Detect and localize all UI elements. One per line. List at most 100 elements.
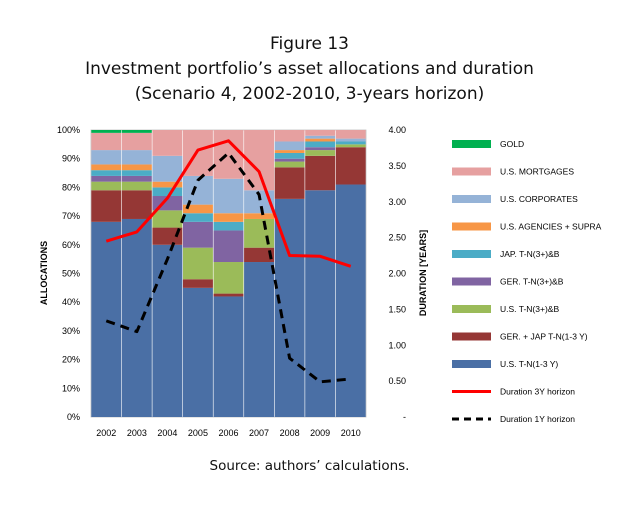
bar-jap-t-n-3-b-2002 (91, 170, 122, 176)
bar-u-s-corporates-2002 (91, 150, 122, 165)
legend-swatch-u-s-t-n-1-3-y (452, 360, 491, 368)
bar-u-s-mortgages-2008 (274, 130, 305, 142)
bar-u-s-mortgages-2006 (213, 130, 244, 179)
x-tick-label: 2007 (249, 428, 269, 438)
bar-ger-jap-t-n-1-3-y-2003 (121, 190, 152, 219)
bar-jap-t-n-3-b-2004 (152, 187, 183, 197)
bar-u-s-t-n-3-b-2005 (182, 247, 213, 280)
y-tick-label: 40% (62, 297, 80, 307)
bar-u-s-t-n-1-3-y-2010 (335, 184, 366, 417)
line-duration-3y-horizon (105, 139, 352, 268)
x-tick-label: 2009 (310, 428, 330, 438)
bar-u-s-t-n-3-b-2008 (274, 161, 305, 168)
legend-swatch-gold (452, 140, 491, 148)
legend-label-u-s-mortgages: U.S. MORTGAGES (500, 167, 574, 177)
y-tick-label: 90% (62, 154, 80, 164)
bar-jap-t-n-3-b-2008 (274, 152, 305, 159)
y-tick-label: 80% (62, 182, 80, 192)
bar-ger-t-n-3-b-2006 (213, 230, 244, 263)
bar-gold-2002 (91, 130, 122, 133)
y-tick-label: 20% (62, 355, 80, 365)
y-tick-label: 70% (62, 211, 80, 221)
y2-tick-label: 4.00 (388, 125, 406, 135)
chart-subtitle: (Scenario 4, 2002-2010, 3-years horizon) (134, 84, 485, 104)
bar-u-s-mortgages-2003 (121, 132, 152, 151)
bar-jap-t-n-3-b-2010 (335, 141, 366, 145)
y2-tick-label: 2.50 (388, 233, 406, 243)
bar-jap-t-n-3-b-2006 (213, 221, 244, 231)
x-tick-label: 2002 (96, 428, 116, 438)
y2-axis-label: DURATION [YEARS] (418, 230, 428, 316)
y-axis-label: ALLOCATIONS (39, 241, 49, 305)
bar-u-s-agencies-supra-2009 (305, 138, 336, 142)
bar-ger-jap-t-n-1-3-y-2006 (213, 293, 244, 297)
bar-u-s-t-n-3-b-2006 (213, 262, 244, 294)
legend-label-ger-t-n-3-b: GER. T-N(3+)&B (500, 277, 564, 287)
bar-ger-t-n-3-b-2003 (121, 175, 152, 182)
bar-u-s-t-n-3-b-2003 (121, 181, 152, 191)
bar-jap-t-n-3-b-2009 (305, 141, 336, 148)
bar-u-s-agencies-supra-2008 (274, 150, 305, 153)
bar-ger-t-n-3-b-2002 (91, 175, 122, 182)
bar-u-s-mortgages-2009 (305, 130, 336, 136)
y-tick-label: 0% (67, 412, 80, 422)
bar-u-s-agencies-supra-2004 (152, 181, 183, 188)
y2-tick-label: - (403, 412, 406, 422)
x-tick-label: 2006 (218, 428, 238, 438)
legend-label-gold: GOLD (500, 139, 524, 149)
legend-label-u-s-corporates: U.S. CORPORATES (500, 194, 578, 204)
bar-u-s-mortgages-2004 (152, 130, 183, 156)
bar-u-s-mortgages-2002 (91, 132, 122, 151)
bar-u-s-agencies-supra-2007 (244, 213, 275, 219)
bar-u-s-t-n-3-b-2002 (91, 181, 122, 191)
bar-u-s-agencies-supra-2003 (121, 164, 152, 171)
y2-tick-label: 3.00 (388, 197, 406, 207)
bar-ger-jap-t-n-1-3-y-2008 (274, 167, 305, 199)
bar-ger-jap-t-n-1-3-y-2009 (305, 155, 336, 191)
y2-tick-label: 1.50 (388, 304, 406, 314)
y2-tick-label: 0.50 (388, 376, 406, 386)
bar-jap-t-n-3-b-2005 (182, 213, 213, 222)
x-tick-label: 2004 (157, 428, 177, 438)
y-tick-label: 50% (62, 269, 80, 279)
legend-label-u-s-t-n-1-3-y: U.S. T-N(1-3 Y) (500, 359, 558, 369)
bar-u-s-t-n-1-3-y-2007 (244, 262, 275, 417)
bar-u-s-t-n-1-3-y-2009 (305, 190, 336, 417)
bar-u-s-t-n-1-3-y-2008 (274, 198, 305, 417)
bar-u-s-corporates-2006 (213, 178, 244, 214)
x-tick-label: 2010 (341, 428, 361, 438)
chart-title: Investment portfolio’s asset allocations… (85, 59, 534, 79)
legend-swatch-u-s-t-n-3-b (452, 305, 491, 313)
y-tick-label: 30% (62, 326, 80, 336)
line-duration-1y-horizon (105, 151, 351, 384)
bar-u-s-t-n-1-3-y-2004 (152, 244, 183, 417)
legend-label-duration-3y-horizon: Duration 3Y horizon (500, 387, 575, 397)
bar-ger-jap-t-n-1-3-y-2010 (335, 147, 366, 185)
bar-u-s-corporates-2008 (274, 141, 305, 151)
legend-swatch-u-s-corporates (452, 195, 491, 203)
legend-label-u-s-t-n-3-b: U.S. T-N(3+)&B (500, 304, 559, 314)
y-tick-label: 100% (57, 125, 80, 135)
bar-u-s-mortgages-2010 (335, 130, 366, 139)
bar-u-s-corporates-2003 (121, 150, 152, 165)
bar-u-s-corporates-2009 (305, 135, 336, 139)
legend-label-u-s-agencies-supra: U.S. AGENCIES + SUPRA (500, 222, 602, 232)
bar-ger-jap-t-n-1-3-y-2007 (244, 247, 275, 263)
bar-u-s-t-n-3-b-2010 (335, 144, 366, 148)
legend-swatch-u-s-agencies-supra (452, 222, 491, 231)
x-tick-label: 2008 (280, 428, 300, 438)
bar-u-s-t-n-3-b-2009 (305, 150, 336, 156)
bar-u-s-agencies-supra-2002 (91, 164, 122, 171)
bar-ger-t-n-3-b-2005 (182, 221, 213, 248)
legend-label-jap-t-n-3-b: JAP. T-N(3+)&B (500, 249, 560, 259)
legend-swatch-ger-t-n-3-b (452, 277, 491, 286)
legend-swatch-jap-t-n-3-b (452, 250, 491, 258)
legend-label-duration-1y-horizon: Duration 1Y horizon (500, 414, 575, 424)
bar-u-s-t-n-1-3-y-2005 (182, 287, 213, 417)
x-tick-label: 2003 (127, 428, 147, 438)
bar-ger-t-n-3-b-2009 (305, 147, 336, 151)
bar-ger-jap-t-n-1-3-y-2004 (152, 227, 183, 245)
legend-swatch-ger-jap-t-n-1-3-y (452, 332, 491, 341)
bar-u-s-t-n-1-3-y-2002 (91, 221, 122, 417)
